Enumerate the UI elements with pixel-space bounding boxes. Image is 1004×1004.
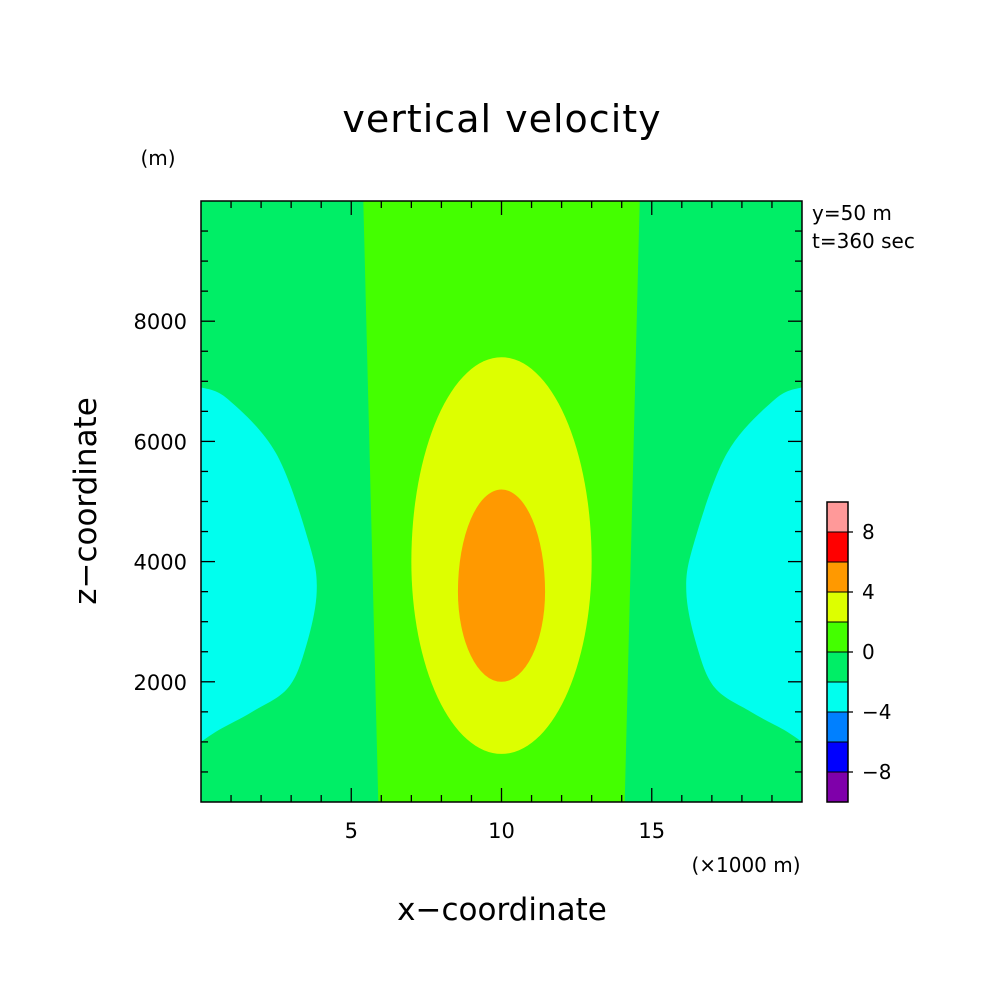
colorbar-swatch xyxy=(827,772,848,802)
colorbar-swatch xyxy=(827,652,848,682)
colorbar-swatch xyxy=(827,532,848,562)
colorbar-swatch xyxy=(827,502,848,532)
y-tick-label: 8000 xyxy=(134,310,187,334)
contour-field xyxy=(201,201,802,802)
y-unit-label: (m) xyxy=(140,146,175,170)
axis-ticks: 5 10 15 2000 4000 6000 8000 xyxy=(134,201,802,843)
colorbar-tick-label: 0 xyxy=(862,640,875,664)
x-unit-label: (×1000 m) xyxy=(691,853,800,877)
x-tick-label: 15 xyxy=(638,819,665,843)
colorbar-tick-label: −8 xyxy=(862,760,891,784)
colorbar-swatch xyxy=(827,712,848,742)
y-tick-label: 6000 xyxy=(134,430,187,454)
colorbar-swatch xyxy=(827,622,848,652)
colorbar-swatch xyxy=(827,562,848,592)
colorbar-swatch xyxy=(827,742,848,772)
colorbar-tick-label: 8 xyxy=(862,520,875,544)
y-position-annotation: y=50 m xyxy=(812,201,892,225)
y-axis-title: z−coordinate xyxy=(68,397,104,605)
colorbar-swatch xyxy=(827,682,848,712)
y-tick-label: 2000 xyxy=(134,671,187,695)
region-central-core-updraft xyxy=(457,489,546,682)
x-tick-label: 10 xyxy=(488,819,515,843)
time-annotation: t=360 sec xyxy=(812,229,915,253)
colorbar-swatch xyxy=(827,592,848,622)
colorbar: 8 4 0 −4 −8 xyxy=(826,501,891,803)
y-tick-label: 4000 xyxy=(134,551,187,575)
region-right-downdraft xyxy=(686,387,802,742)
colorbar-tick-label: 4 xyxy=(862,580,875,604)
plot-area xyxy=(200,200,803,803)
chart-title: vertical velocity xyxy=(342,97,661,141)
x-axis-title: x−coordinate xyxy=(397,892,607,928)
info-annotations: y=50 m t=360 sec xyxy=(812,201,915,253)
colorbar-tick-label: −4 xyxy=(862,700,891,724)
x-tick-label: 5 xyxy=(345,819,358,843)
region-left-downdraft xyxy=(201,387,317,742)
